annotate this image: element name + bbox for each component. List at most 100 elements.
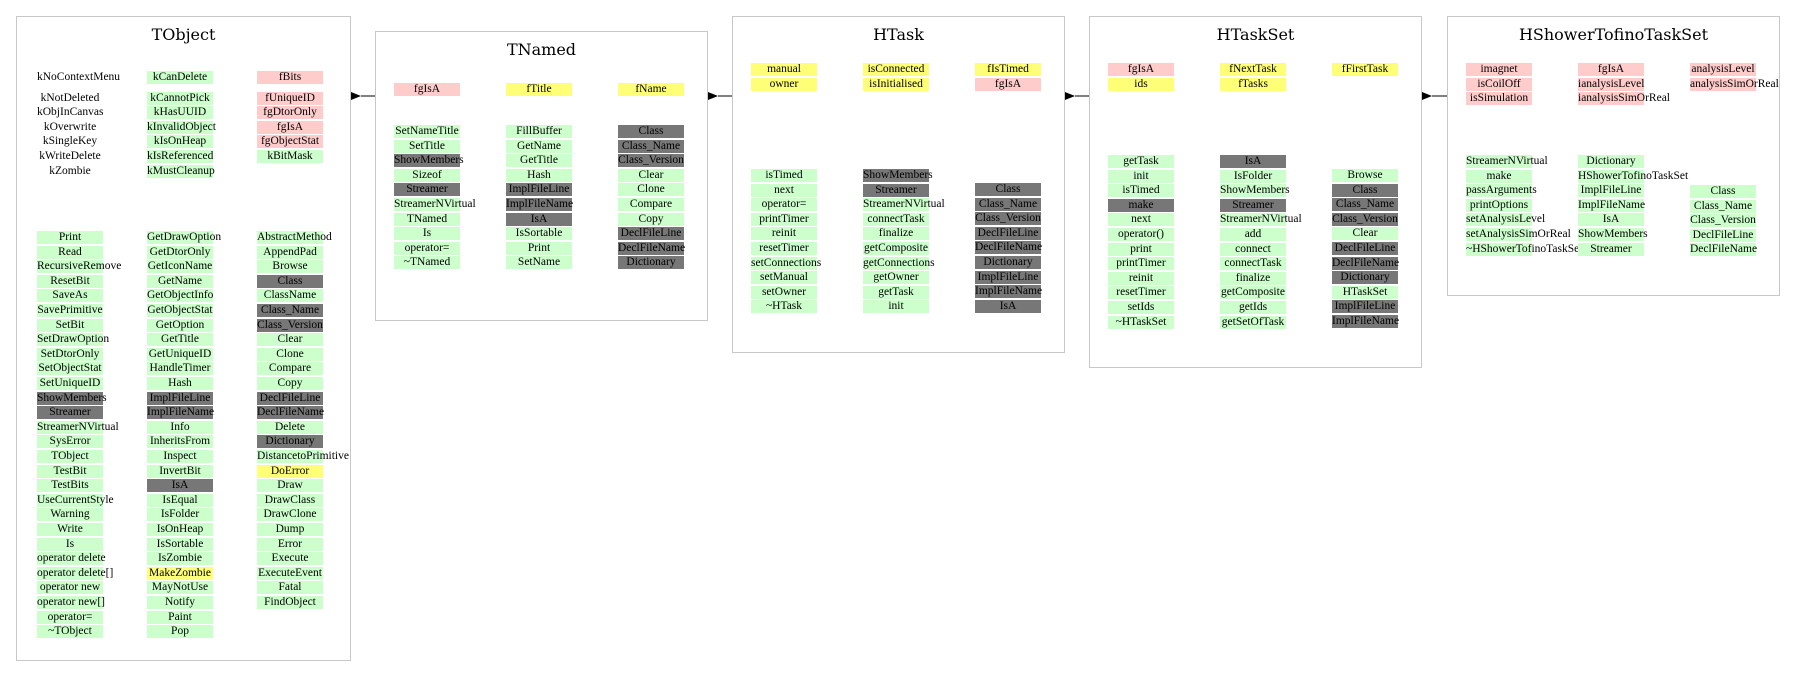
method-dump: Dump — [257, 523, 323, 536]
method-implfileline: ImplFileLine — [506, 183, 572, 197]
method-browse: Browse — [1332, 169, 1398, 182]
method-printoptions: printOptions — [1466, 198, 1532, 212]
method-setbit: SetBit — [37, 318, 103, 332]
method-dictionary: Dictionary — [975, 256, 1041, 269]
method-passarguments: passArguments — [1466, 184, 1537, 198]
member-kisonheap: kIsOnHeap — [147, 135, 213, 149]
method-make: make — [1466, 169, 1532, 183]
method-browse: Browse — [257, 260, 323, 274]
method-setdrawoption: SetDrawOption — [37, 333, 110, 347]
method-istimed: isTimed — [1108, 184, 1174, 198]
method-istimed: isTimed — [751, 169, 817, 182]
method-clone: Clone — [618, 183, 684, 197]
method-warning: Warning — [37, 508, 103, 522]
class-box-tobject: TObject kNoContextMenu kNotDeleted kObjInCa… — [16, 16, 351, 661]
member-fistimed: fIsTimed — [975, 63, 1041, 76]
method-copy: Copy — [618, 212, 684, 226]
method-gettask: getTask — [1108, 155, 1174, 168]
method-connecttask: connectTask — [1220, 257, 1286, 271]
method-drawclone: DrawClone — [257, 508, 323, 522]
method-issortable: IsSortable — [147, 537, 213, 551]
method-setname: SetName — [506, 256, 572, 270]
class-title: TObject — [151, 25, 216, 44]
method-tnamed: TNamed — [394, 212, 460, 226]
method-showmembers: ShowMembers — [394, 154, 464, 168]
method-dictionary: Dictionary — [1332, 271, 1398, 285]
member-fgisa: fgIsA — [1108, 63, 1174, 76]
method-operator-new: operator new[] — [37, 596, 106, 609]
method-htaskset: HTaskSet — [1332, 285, 1398, 299]
method-operator: operator= — [394, 241, 460, 255]
method-copy: Copy — [257, 377, 323, 390]
method-is: Is — [37, 537, 103, 551]
method-isa: IsA — [975, 299, 1041, 313]
class-box-htaskset: HTaskSet fgIsA ids fNextTask fTasks fFirstTas… — [1089, 16, 1422, 368]
method-next: next — [751, 183, 817, 197]
member-fgobjectstat: fgObjectStat — [257, 135, 323, 149]
method-testbit: TestBit — [37, 464, 103, 478]
member-iscoiloff: isCoilOff — [1466, 77, 1532, 91]
method-streamernvirtual: StreamerNVirtual — [1466, 155, 1548, 168]
method-streamer: Streamer — [394, 183, 460, 197]
method-streamer: Streamer — [37, 406, 103, 420]
method-implfileline: ImplFileLine — [147, 391, 213, 405]
method-getoption: GetOption — [147, 318, 213, 332]
method-showmembers: ShowMembers — [863, 169, 933, 182]
method-geticonname: GetIconName — [147, 260, 213, 274]
method-getconnections: getConnections — [863, 256, 935, 270]
method-class: Class — [618, 125, 684, 138]
member-ftitle: fTitle — [506, 83, 572, 96]
method-declfileline: DeclFileLine — [1690, 228, 1756, 242]
method-isonheap: IsOnHeap — [147, 523, 213, 536]
method-resettimer: resetTimer — [751, 242, 817, 255]
method-declfilename: DeclFileName — [1690, 243, 1758, 257]
method-declfilename: DeclFileName — [257, 406, 325, 420]
method-setanalysislevel: setAnalysisLevel — [1466, 213, 1546, 227]
member-ianalysissimorreal: ianalysisSimOrReal — [1578, 92, 1670, 106]
method-next: next — [1108, 213, 1174, 227]
method-declfilename: DeclFileName — [618, 241, 686, 255]
method-abstractmethod: AbstractMethod — [257, 231, 332, 244]
method-getobjectinfo: GetObjectInfo — [147, 289, 214, 303]
method-gettitle: GetTitle — [147, 333, 213, 347]
method-error: Error — [257, 537, 323, 551]
method-executeevent: ExecuteEvent — [257, 566, 323, 580]
method-isa: IsA — [147, 479, 213, 493]
method-setobjectstat: SetObjectStat — [37, 362, 103, 376]
method-doerror: DoError — [257, 464, 323, 478]
method-streamer: Streamer — [1220, 198, 1286, 212]
method-connecttask: connectTask — [863, 212, 929, 226]
method-print: print — [1108, 242, 1174, 256]
method-draw: Draw — [257, 479, 323, 493]
method-implfileline: ImplFileLine — [1578, 184, 1644, 198]
method-appendpad: AppendPad — [257, 245, 323, 259]
method-class-name: Class_Name — [1690, 199, 1756, 213]
method-htask: ~HTask — [751, 300, 817, 314]
method-implfileline: ImplFileLine — [975, 270, 1041, 284]
method-resettimer: resetTimer — [1108, 286, 1174, 300]
method-implfilename: ImplFileName — [975, 285, 1043, 299]
method-read: Read — [37, 245, 103, 259]
method-sizeof: Sizeof — [394, 168, 460, 182]
member-kmustcleanup: kMustCleanup — [147, 164, 215, 178]
method-connect: connect — [1220, 242, 1286, 256]
method-class-name: Class_Name — [1332, 198, 1398, 212]
member-manual: manual — [751, 63, 817, 76]
method-setnametitle: SetNameTitle — [394, 125, 460, 138]
method-getowner: getOwner — [863, 271, 929, 285]
method-class-name: Class_Name — [257, 304, 323, 317]
method-streamernvirtual: StreamerNVirtual — [37, 420, 119, 434]
method-setmanual: setManual — [751, 271, 817, 285]
method-clone: Clone — [257, 347, 323, 361]
method-hash: Hash — [147, 377, 213, 390]
method-notify: Notify — [147, 596, 213, 609]
method-class: Class — [1332, 183, 1398, 197]
method-setids: setIds — [1108, 301, 1174, 314]
method-operator: operator= — [751, 198, 817, 212]
method-implfilename: ImplFileName — [506, 198, 574, 211]
member-fgisa: fgIsA — [1578, 63, 1644, 76]
method-streamernvirtual: StreamerNVirtual — [863, 198, 945, 212]
method-clear: Clear — [1332, 227, 1398, 241]
method-isa: IsA — [1578, 213, 1644, 227]
method-issortable: IsSortable — [506, 227, 572, 241]
